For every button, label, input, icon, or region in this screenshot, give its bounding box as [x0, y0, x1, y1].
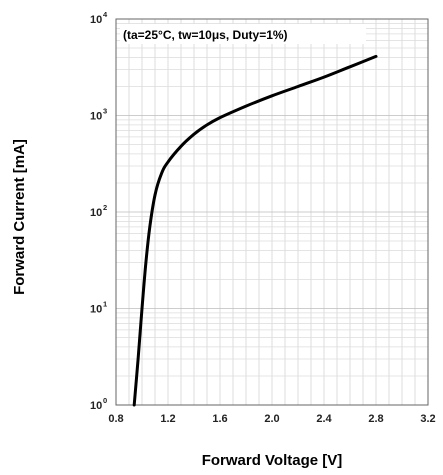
condition-annotation: (ta=25°C, tw=10μs, Duty=1%) [123, 28, 288, 42]
x-tick-label: 0.8 [108, 413, 123, 425]
x-axis-title: Forward Voltage [V] [202, 452, 343, 469]
y-tick-exponent: 4 [103, 10, 108, 19]
y-tick-label: 10 [90, 111, 102, 123]
series-line [132, 54, 378, 407]
y-tick-exponent: 3 [103, 107, 107, 116]
grid [115, 19, 429, 406]
y-tick-label: 10 [90, 400, 102, 412]
x-tick-label: 1.6 [212, 413, 227, 425]
y-tick-exponent: 1 [103, 300, 107, 309]
x-tick-label: 1.2 [160, 413, 175, 425]
y-tick-label: 10 [90, 304, 102, 316]
y-axis-title: Forward Current [mA] [11, 139, 28, 295]
x-tick-labels: 0.8 1.2 1.6 2.0 2.4 2.8 3.2 [108, 413, 435, 425]
x-tick-label: 2.0 [264, 413, 279, 425]
y-tick-label: 10 [90, 207, 102, 219]
x-tick-label: 2.8 [368, 413, 383, 425]
condition-background [120, 24, 366, 44]
x-tick-label: 2.4 [316, 413, 332, 425]
plot-frame [115, 18, 429, 406]
y-tick-exponent: 0 [103, 396, 107, 405]
x-tick-label: 3.2 [420, 413, 435, 425]
y-tick-exponent: 2 [103, 203, 107, 212]
y-tick-label: 10 [90, 14, 102, 26]
